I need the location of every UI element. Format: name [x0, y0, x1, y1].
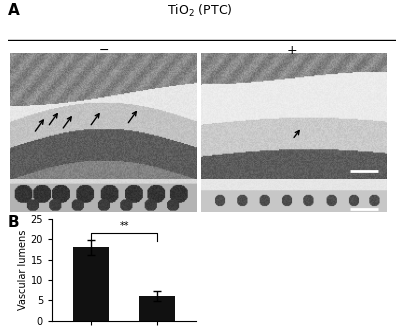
Y-axis label: Vascular lumens: Vascular lumens — [18, 230, 28, 310]
Text: B: B — [8, 215, 20, 231]
Bar — [73, 247, 109, 321]
Bar — [139, 296, 175, 321]
Text: **: ** — [119, 221, 129, 231]
Text: −: − — [99, 44, 109, 58]
Text: +: + — [287, 44, 297, 58]
Text: TiO$_2$ (PTC): TiO$_2$ (PTC) — [167, 3, 233, 19]
Text: A: A — [8, 3, 20, 18]
